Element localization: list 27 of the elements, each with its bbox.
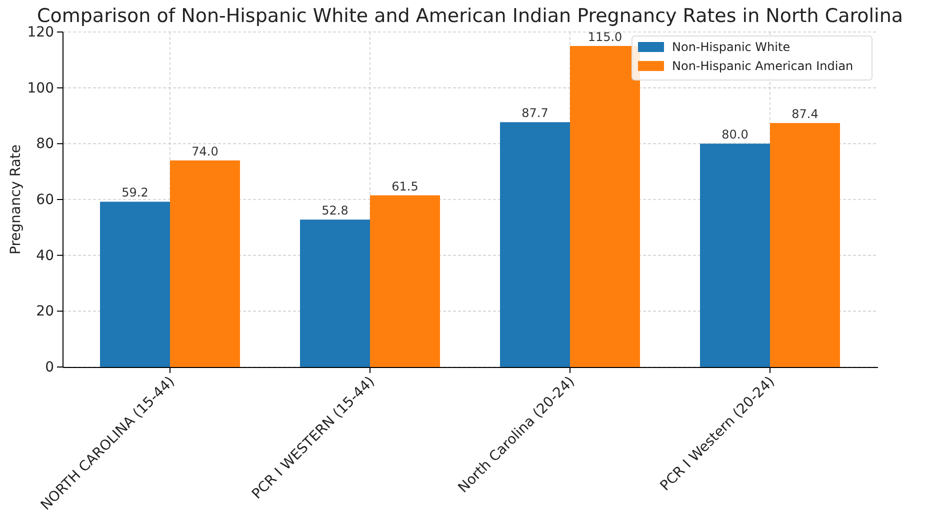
- chart-title: Comparison of Non-Hispanic White and American Indian Pregnancy Rates in North Carolina: [36, 5, 904, 27]
- legend-label: Non-Hispanic White: [672, 40, 790, 54]
- data-label: 59.2: [122, 186, 148, 200]
- bar: [300, 220, 370, 367]
- y-tick-label: 120: [27, 24, 54, 40]
- bar: [770, 123, 840, 367]
- bar: [370, 195, 440, 367]
- bar: [170, 160, 240, 367]
- data-label: 87.4: [792, 107, 818, 122]
- data-label: 61.5: [392, 179, 418, 194]
- y-tick-label: 100: [27, 80, 54, 96]
- bar: [100, 202, 170, 367]
- legend-label: Non-Hispanic American Indian: [672, 59, 854, 73]
- y-tick-label: 20: [36, 304, 54, 320]
- y-tick-label: 0: [45, 359, 54, 376]
- y-tick-label: 80: [36, 136, 54, 152]
- bar: [700, 144, 770, 367]
- data-label: 87.7: [522, 106, 548, 120]
- y-tick-label: 60: [36, 192, 54, 208]
- bar: [500, 122, 570, 367]
- data-label: 52.8: [322, 204, 348, 218]
- y-tick-label: 40: [36, 248, 54, 264]
- data-label: 115.0: [588, 30, 622, 44]
- data-label: 74.0: [192, 144, 218, 158]
- data-label: 80.0: [722, 128, 748, 142]
- y-axis-title: Pregnancy Rate: [8, 144, 24, 255]
- bar: [570, 46, 640, 367]
